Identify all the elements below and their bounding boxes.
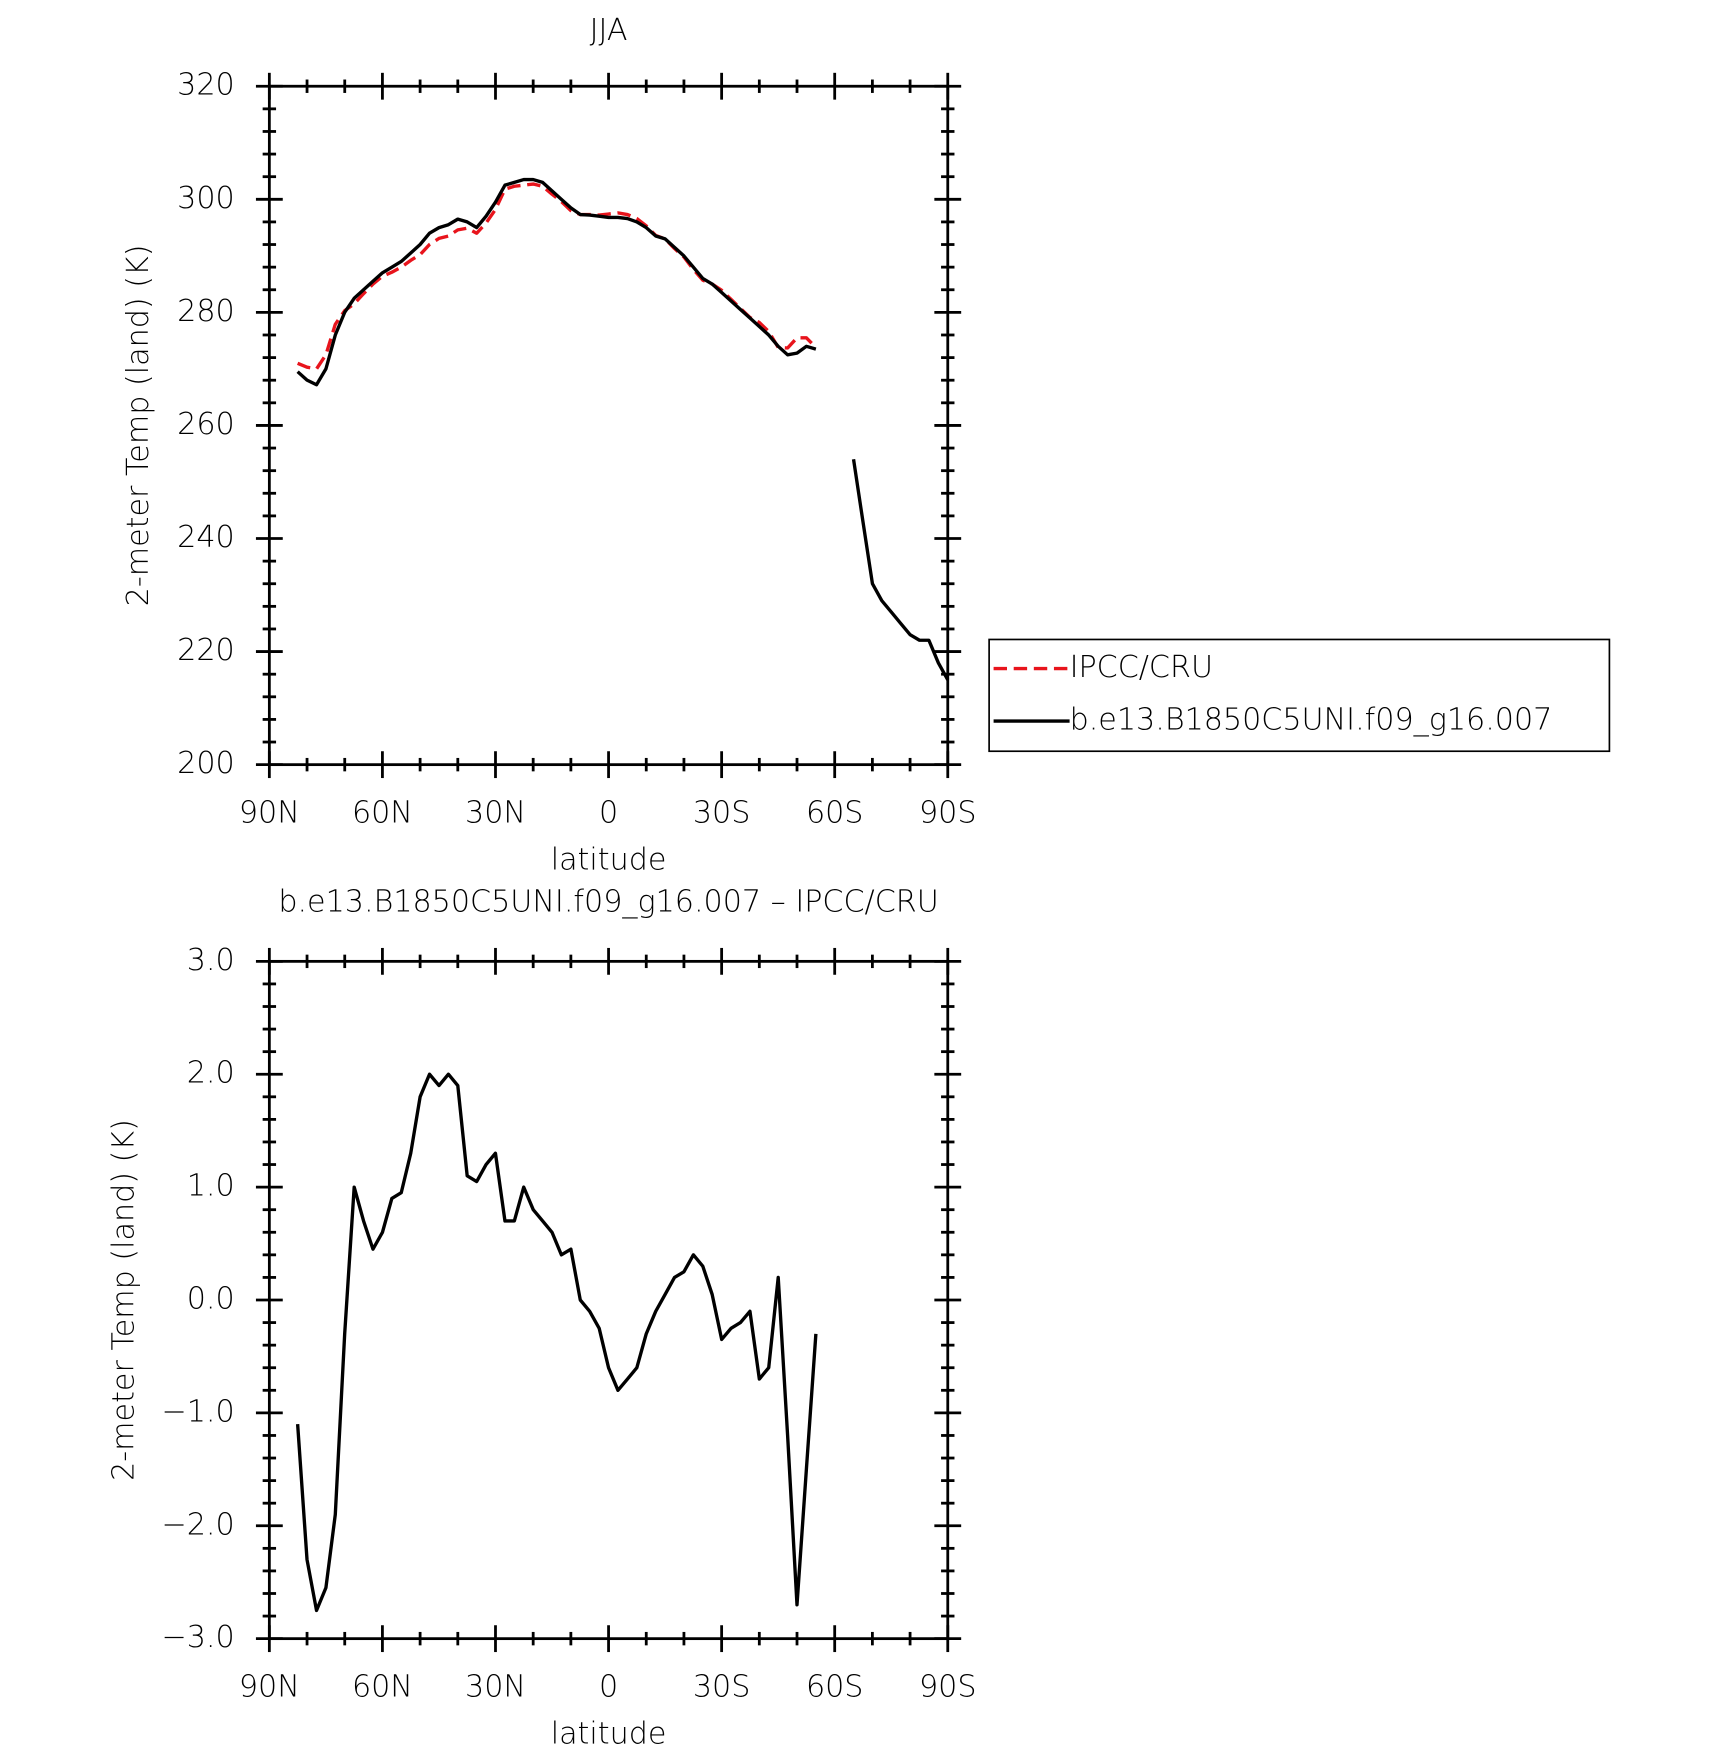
x-tick-label: 30N (465, 1669, 526, 1704)
x-tick-label: 30S (693, 795, 751, 830)
x-tick-label: 60S (806, 1669, 864, 1704)
x-tick-label: 90S (919, 795, 977, 830)
legend-label: b.e13.B1850C5UNI.f09_g16.007 (1070, 703, 1553, 738)
y-tick-label: 1.0 (187, 1169, 235, 1204)
y-axis-label: 2-meter Temp (land) (K) (107, 1119, 142, 1481)
chart-title: JJA (590, 13, 628, 48)
x-tick-label: 60N (352, 1669, 413, 1704)
data-line (295, 1072, 818, 1613)
y-tick-label: 200 (177, 746, 235, 781)
data-line (296, 182, 818, 371)
y-tick-label: −2.0 (161, 1507, 234, 1542)
y-tick-label: 2.0 (187, 1056, 235, 1091)
x-axis-label: latitude (551, 842, 667, 877)
x-tick-label: 0 (599, 795, 618, 830)
x-tick-label: 60S (806, 795, 864, 830)
plot-frame (267, 959, 950, 1641)
x-tick-label: 30S (693, 1669, 751, 1704)
y-tick-label: −1.0 (161, 1394, 234, 1429)
x-tick-label: 30N (465, 795, 526, 830)
y-axis-label: 2-meter Temp (land) (K) (121, 245, 156, 607)
y-tick-label: −3.0 (161, 1620, 234, 1655)
x-axis-label: latitude (551, 1716, 667, 1745)
x-tick-label: 90S (919, 1669, 977, 1704)
y-tick-label: 280 (177, 294, 235, 329)
y-tick-label: 320 (177, 68, 235, 103)
y-tick-label: 300 (177, 181, 235, 216)
y-tick-label: 260 (177, 407, 235, 442)
y-tick-label: 240 (177, 520, 235, 555)
plot-frame (267, 84, 950, 767)
x-tick-label: 0 (599, 1669, 618, 1704)
y-tick-label: 220 (177, 633, 235, 668)
x-tick-label: 90N (239, 795, 300, 830)
x-tick-label: 90N (239, 1669, 300, 1704)
data-line (296, 177, 950, 681)
legend-box (988, 638, 1611, 753)
y-tick-label: 3.0 (187, 943, 235, 978)
y-tick-label: 0.0 (187, 1281, 235, 1316)
chart-title: b.e13.B1850C5UNI.f09_g16.007 – IPCC/CRU (278, 885, 938, 920)
legend-label: IPCC/CRU (1070, 650, 1213, 685)
x-tick-label: 60N (352, 795, 413, 830)
